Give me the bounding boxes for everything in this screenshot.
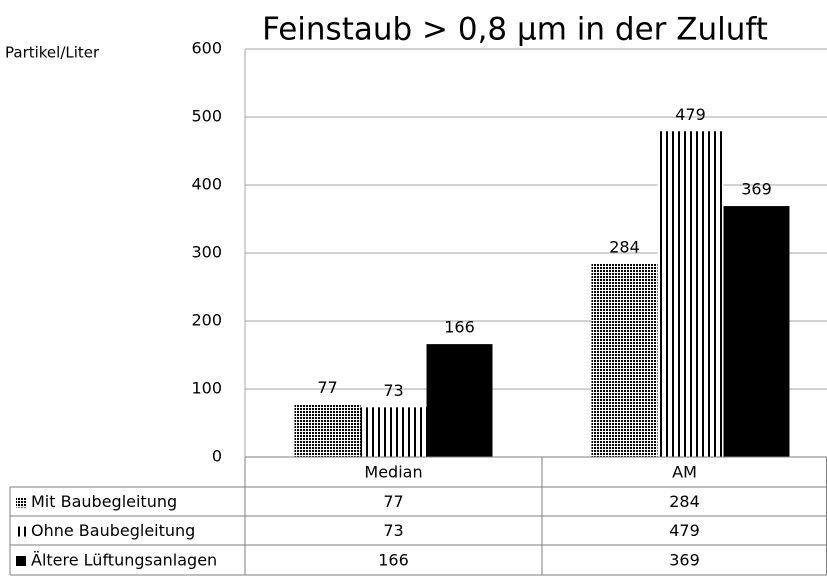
data-label: 479 bbox=[675, 105, 706, 124]
x-tick-label: AM bbox=[672, 463, 697, 482]
bar bbox=[294, 404, 361, 457]
data-label: 284 bbox=[609, 237, 640, 256]
y-tick-label: 200 bbox=[191, 311, 222, 330]
chart-title: Feinstaub > 0,8 µm in der Zuluft bbox=[262, 12, 768, 48]
table-value: 369 bbox=[669, 551, 700, 570]
table-value: 77 bbox=[383, 492, 403, 511]
legend-key bbox=[16, 497, 26, 508]
bar bbox=[591, 263, 658, 457]
x-tick-label: Median bbox=[364, 463, 422, 482]
y-tick-label: 500 bbox=[191, 107, 222, 126]
y-tick-label: 0 bbox=[212, 447, 222, 466]
data-label: 77 bbox=[317, 378, 337, 397]
y-tick-label: 300 bbox=[191, 243, 222, 262]
legend-label: Ältere Lüftungsanlagen bbox=[31, 551, 217, 570]
bar bbox=[657, 131, 724, 457]
table-value: 73 bbox=[383, 521, 403, 540]
table-value: 479 bbox=[669, 521, 700, 540]
bar bbox=[360, 407, 427, 457]
legend-key bbox=[16, 526, 26, 537]
legend-label: Ohne Baubegleitung bbox=[31, 521, 195, 540]
y-tick-label: 100 bbox=[191, 379, 222, 398]
legend-label: Mit Baubegleitung bbox=[31, 492, 177, 511]
y-axis-label: Partikel/Liter bbox=[5, 44, 100, 62]
data-label: 73 bbox=[383, 381, 403, 400]
data-label: 166 bbox=[444, 318, 475, 337]
bar bbox=[426, 344, 493, 457]
bar bbox=[723, 206, 790, 457]
y-tick-label: 600 bbox=[191, 39, 222, 58]
y-tick-label: 400 bbox=[191, 175, 222, 194]
table-value: 284 bbox=[669, 492, 700, 511]
legend-key bbox=[16, 556, 26, 566]
table-value: 166 bbox=[378, 551, 409, 570]
data-label: 369 bbox=[741, 180, 772, 199]
